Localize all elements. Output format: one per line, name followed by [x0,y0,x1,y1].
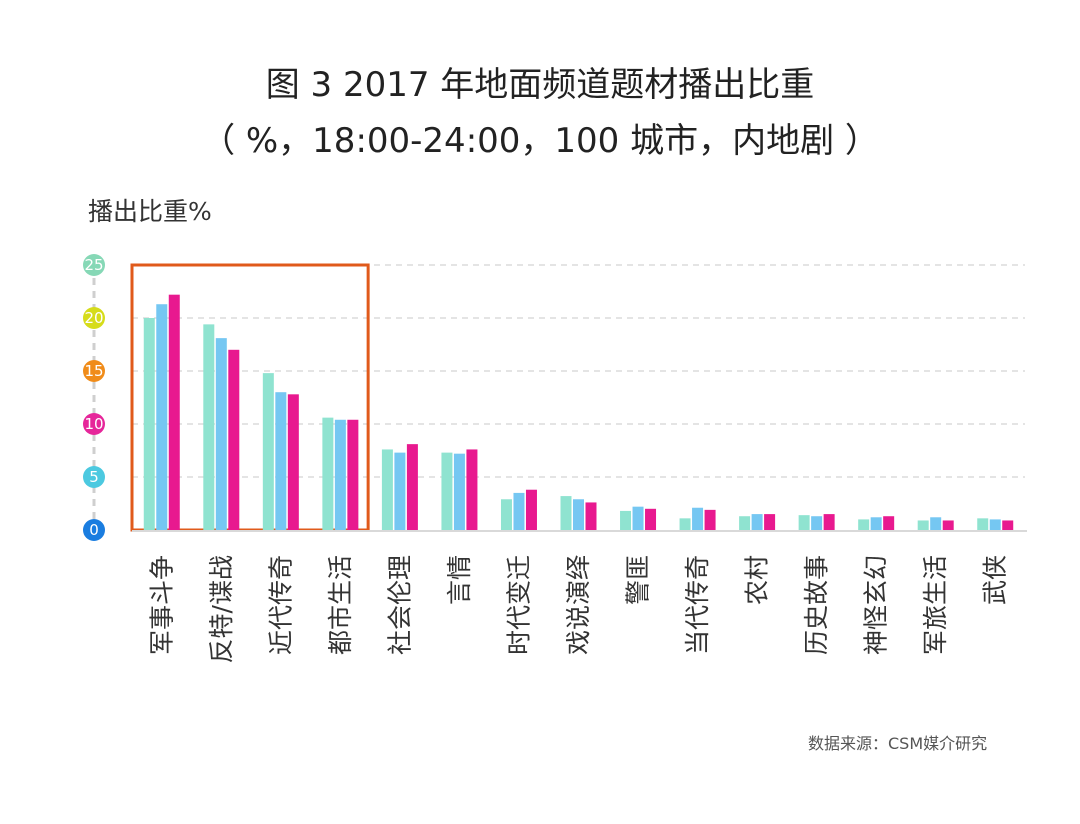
y-tick-label: 0 [89,521,99,539]
bar-series-pink [406,444,418,530]
x-tick-label: 都市生活 [326,555,355,655]
y-tick-marker [83,307,105,329]
bar-series-blue [930,517,942,530]
bar-series-teal [620,510,632,530]
bar-series-blue [989,519,1001,530]
bar-series-pink [168,294,180,530]
bar-series-teal [262,373,274,530]
x-tick-label: 农村 [743,555,772,605]
bar-series-pink [704,509,716,530]
bar-series-teal [917,520,929,530]
bar-series-blue [751,514,763,530]
y-tick-label: 10 [84,415,103,433]
bar-series-pink [525,489,537,530]
y-tick-marker [83,254,105,276]
bar-series-blue [275,392,287,530]
bar-series-teal [798,515,810,530]
x-tick-label: 戏说演绎 [564,555,593,655]
bar-series-pink [1002,520,1014,530]
bar-series-teal [679,518,691,530]
y-ticks: 0 5 10 15 20 25 [83,254,105,541]
x-tick-label: 历史故事 [802,555,831,655]
x-tick-label: 近代传奇 [266,555,295,655]
bar-series-pink [823,514,835,530]
x-tick-label: 武侠 [981,555,1010,605]
bar-series-teal [441,452,453,530]
bar-series-teal [381,449,393,530]
bar-series-blue [453,453,465,530]
bar-series-blue [156,304,168,530]
bar-series-teal [203,324,215,530]
y-tick-marker [83,466,105,488]
y-tick-label: 15 [84,362,103,380]
y-tick-marker [83,360,105,382]
bar-series-blue [334,419,346,530]
bar-series-teal [560,496,572,530]
bar-series-blue [632,506,644,530]
x-tick-label: 警匪 [624,555,653,605]
bar-series-blue [811,516,823,530]
x-tick-label: 军旅生活 [921,555,950,655]
bar-series-blue [513,492,525,530]
x-tick-label: 社会伦理 [385,555,414,655]
bar-series-teal [977,518,989,530]
y-tick-label: 20 [84,309,103,327]
bar-series-pink [228,349,240,530]
x-tick-label: 时代变迁 [504,555,533,655]
chart-title: 图 3 2017 年地面频道题材播出比重 [265,65,815,105]
x-tick-label: 当代传奇 [683,555,712,655]
bar-series-blue [215,338,227,530]
bar-series-pink [287,394,299,530]
bar-series-pink [942,520,954,530]
bar-series-blue [573,499,584,530]
x-tick-label: 军事斗争 [147,555,176,655]
bar-series-pink [466,449,478,530]
x-tick-labels: 军事斗争 反特/谍战 近代传奇 都市生活 社会伦理 言情 时代变迁 戏说演绎 警匪 当代传奇 农村历… [147,555,1009,663]
bar-series-pink [645,508,657,530]
bar-series-pink [585,502,597,530]
bar-series-teal [500,499,512,530]
y-tick-label: 25 [84,256,103,274]
y-tick-marker [83,519,105,541]
x-tick-label: 神怪玄幻 [862,555,891,655]
bar-series-blue [870,517,882,530]
y-tick-marker [83,413,105,435]
bar-series-teal [858,519,870,530]
bar-series-blue [394,452,406,530]
bar-series-pink [883,516,895,530]
chart-subtitle: （ %，18:00-24:00，100 城市，内地剧 ） [201,121,879,161]
bar-series-blue [692,507,704,530]
bar-series-teal [143,318,155,530]
source-note: 数据来源：CSM媒介研究 [808,734,988,753]
y-tick-label: 5 [89,468,99,486]
x-tick-label: 言情 [445,555,474,605]
y-axis-label: 播出比重% [88,197,212,226]
bar-series-pink [347,419,359,530]
x-tick-label: 反特/谍战 [207,555,236,663]
bars [143,294,1014,530]
bar-series-teal [322,417,334,530]
bar-series-teal [739,516,751,530]
bar-series-pink [764,514,776,530]
